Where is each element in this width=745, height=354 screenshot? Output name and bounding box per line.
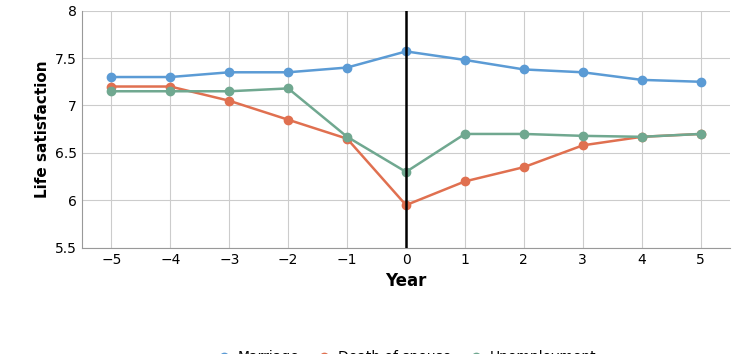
Unemployment bbox=[284, 86, 293, 91]
Death of spouse bbox=[696, 132, 705, 136]
Unemployment bbox=[402, 170, 410, 174]
Death of spouse bbox=[166, 84, 175, 88]
Line: Unemployment: Unemployment bbox=[107, 84, 705, 176]
Y-axis label: Life satisfaction: Life satisfaction bbox=[34, 61, 49, 198]
Marriage bbox=[696, 80, 705, 84]
Marriage bbox=[519, 67, 528, 72]
Death of spouse bbox=[402, 203, 410, 207]
Marriage bbox=[460, 58, 469, 62]
Unemployment bbox=[343, 135, 352, 139]
Line: Marriage: Marriage bbox=[107, 47, 705, 86]
Death of spouse bbox=[343, 137, 352, 141]
Death of spouse bbox=[284, 118, 293, 122]
Legend: Marriage, Death of spouse, Unemployment: Marriage, Death of spouse, Unemployment bbox=[209, 345, 603, 354]
Death of spouse bbox=[225, 99, 234, 103]
Death of spouse bbox=[519, 165, 528, 169]
Line: Death of spouse: Death of spouse bbox=[107, 82, 705, 209]
Marriage bbox=[343, 65, 352, 70]
Death of spouse bbox=[637, 135, 646, 139]
Marriage bbox=[107, 75, 116, 79]
Marriage bbox=[637, 78, 646, 82]
Unemployment bbox=[696, 132, 705, 136]
Marriage bbox=[284, 70, 293, 74]
Marriage bbox=[578, 70, 587, 74]
Unemployment bbox=[166, 89, 175, 93]
Unemployment bbox=[578, 134, 587, 138]
Unemployment bbox=[107, 89, 116, 93]
Unemployment bbox=[519, 132, 528, 136]
Marriage bbox=[225, 70, 234, 74]
Unemployment bbox=[225, 89, 234, 93]
Unemployment bbox=[637, 135, 646, 139]
Death of spouse bbox=[460, 179, 469, 183]
Death of spouse bbox=[107, 84, 116, 88]
Unemployment bbox=[460, 132, 469, 136]
X-axis label: Year: Year bbox=[385, 272, 427, 290]
Marriage bbox=[166, 75, 175, 79]
Death of spouse bbox=[578, 143, 587, 148]
Marriage bbox=[402, 49, 410, 53]
